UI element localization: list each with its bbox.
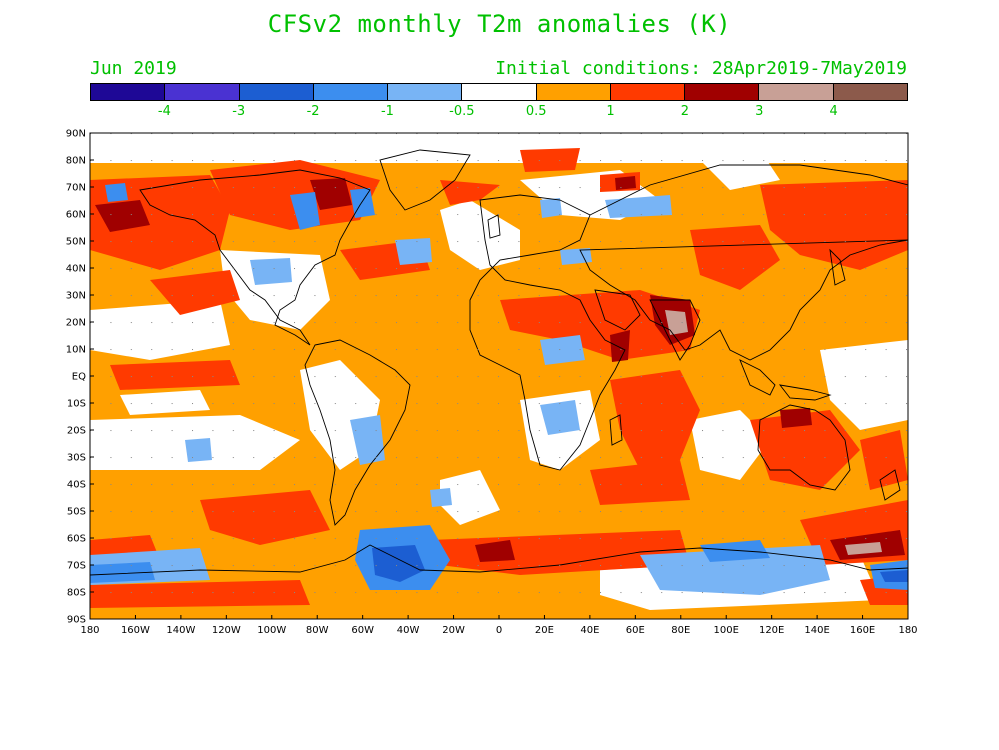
color-bar-label: -1 (380, 104, 394, 119)
color-bar-label: 3 (755, 104, 764, 119)
color-bar-swatch (610, 84, 686, 100)
latitude-label: 60S (67, 534, 86, 545)
latitude-label: 90N (66, 129, 86, 140)
longitude-label: 100W (257, 625, 286, 636)
color-bar-swatch (462, 84, 537, 100)
initial-conditions: Initial conditions: 28Apr2019-7May2019 (495, 58, 907, 79)
color-bar-label: 1 (606, 104, 615, 119)
longitude-label: 80W (306, 625, 329, 636)
color-bar-swatch (388, 84, 463, 100)
color-bar-label: -2 (306, 104, 320, 119)
longitude-label: 80E (671, 625, 690, 636)
longitude-label: 60E (626, 625, 645, 636)
latitude-label: EQ (72, 372, 86, 383)
longitude-label: 140W (166, 625, 195, 636)
longitude-label: 160E (850, 625, 875, 636)
map-title: CFSv2 monthly T2m anomalies (K) (267, 10, 732, 38)
latitude-label: 50N (66, 237, 86, 248)
color-bar-swatch (759, 84, 834, 100)
latitude-label: 60N (66, 210, 86, 221)
latitude-label: 20S (67, 426, 86, 437)
latitude-label: 20N (66, 318, 86, 329)
graticule (90, 133, 908, 619)
latitude-label: 70N (66, 183, 86, 194)
latitude-label: 70S (67, 561, 86, 572)
longitude-label: 160W (121, 625, 150, 636)
color-bar-label: -0.5 (449, 104, 475, 119)
latitude-label: 30N (66, 291, 86, 302)
latitude-label: 80S (67, 588, 86, 599)
color-bar-label: 2 (680, 104, 690, 119)
color-bar-label: -4 (157, 104, 171, 119)
color-bar-swatch (91, 84, 166, 100)
longitude-label: 20E (535, 625, 554, 636)
latitude-labels: 90N 80N 70N 60N 50N 40N 30N 20N 10N EQ 10S 20S 30S 40… (66, 129, 86, 626)
longitude-label: 40E (580, 625, 599, 636)
longitude-label: 100E (714, 625, 739, 636)
forecast-month: Jun 2019 (90, 58, 177, 79)
latitude-label: 10S (67, 399, 86, 410)
longitude-label: 40W (397, 625, 420, 636)
color-bar-label: 0.5 (525, 104, 547, 119)
latitude-label: 40S (67, 480, 86, 491)
color-bar-swatch (239, 84, 314, 100)
longitude-labels: 180 160W 140W 120W 100W 80W 60W 40W 20W 0 20E 40E 60… (80, 625, 917, 636)
color-bar-swatch (313, 84, 389, 100)
longitude-label: 0 (496, 625, 502, 636)
longitude-label: 180 (898, 625, 917, 636)
longitude-label: 20W (442, 625, 465, 636)
longitude-label: 60W (351, 625, 374, 636)
longitude-label: 120W (212, 625, 241, 636)
color-bar-swatch (685, 84, 760, 100)
latitude-label: 10N (66, 345, 86, 356)
latitude-label: 30S (67, 453, 86, 464)
longitude-label: 180 (80, 625, 99, 636)
latitude-label: 50S (67, 507, 86, 518)
color-bar-swatch (536, 84, 611, 100)
color-bar (90, 83, 908, 101)
longitude-label: 140E (804, 625, 829, 636)
color-bar-label: -3 (232, 104, 246, 119)
color-bar-swatch (165, 84, 240, 100)
color-bar-label: 4 (829, 104, 838, 119)
color-bar-swatch (833, 84, 907, 100)
latitude-label: 80N (66, 156, 86, 167)
latitude-label: 40N (66, 264, 86, 275)
latitude-label: 90S (67, 615, 86, 626)
longitude-label: 120E (759, 625, 784, 636)
axis-ticks (89, 132, 909, 620)
